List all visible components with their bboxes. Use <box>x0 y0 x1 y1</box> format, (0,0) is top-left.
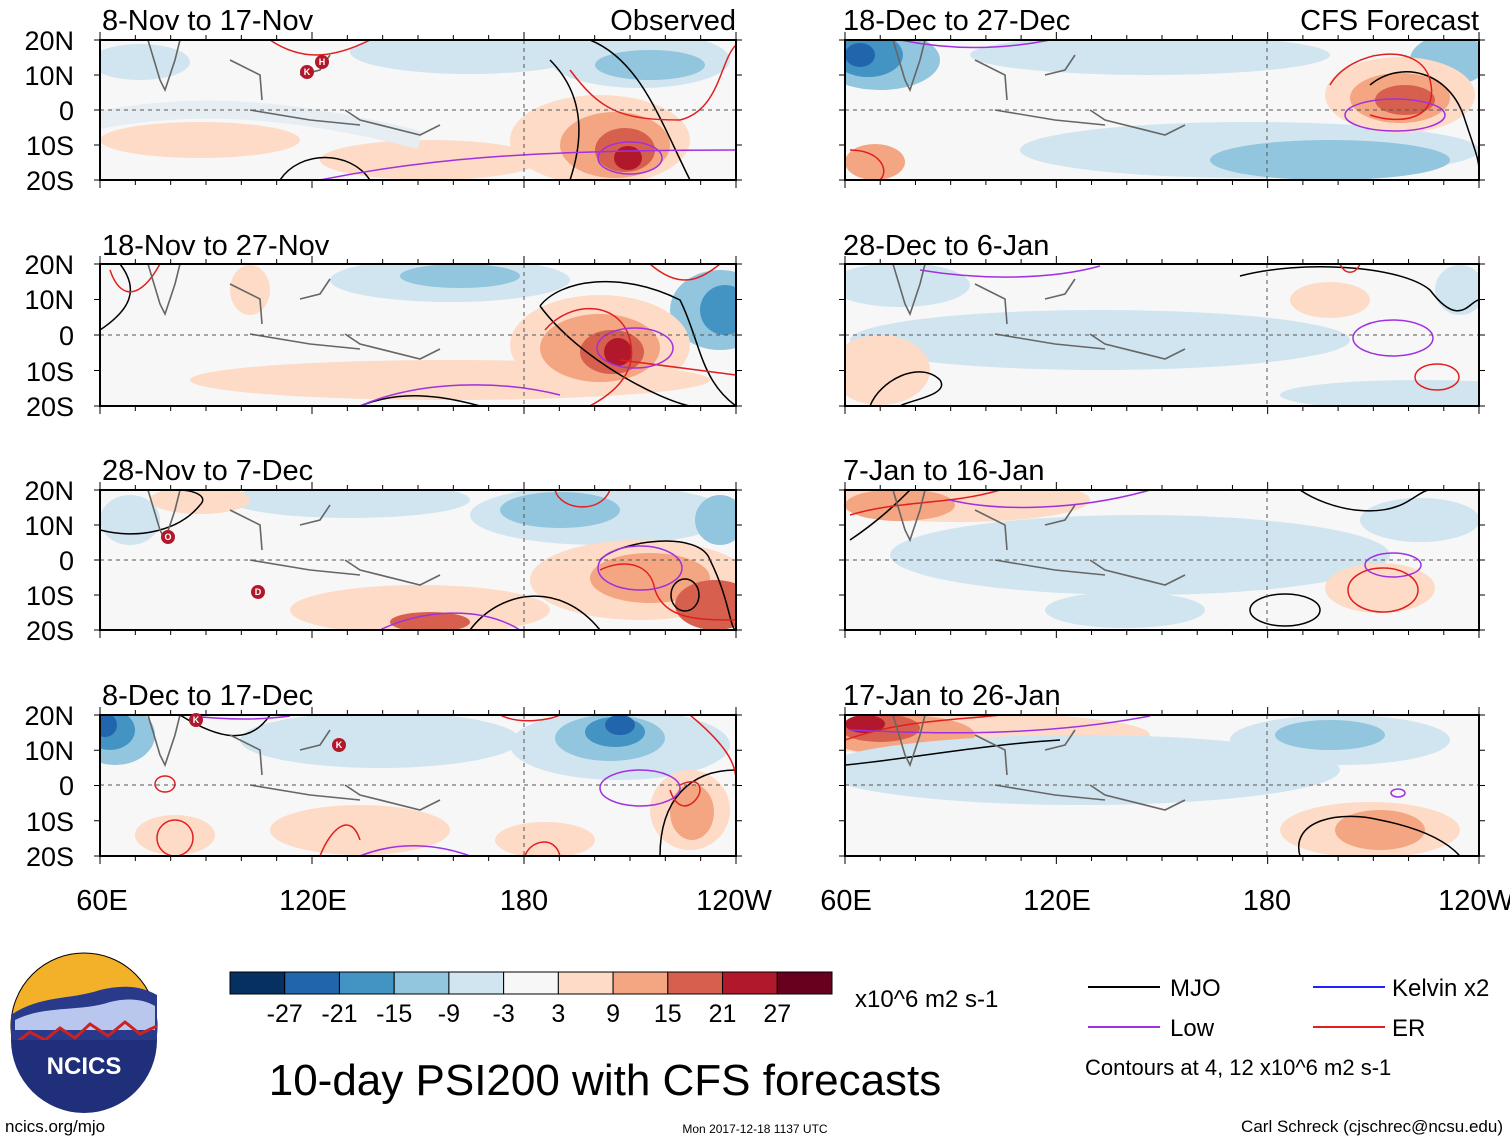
axis-ticks <box>94 32 1485 864</box>
map-panel-1 <box>100 264 736 406</box>
contours-note: Contours at 4, 12 x10^6 m2 s-1 <box>1085 1055 1391 1080</box>
colorbar-swatch <box>722 971 778 995</box>
legend-label-kelvin: Kelvin x2 <box>1392 975 1489 1002</box>
colorbar-tick-label: -3 <box>493 1000 515 1028</box>
colorbar-swatch <box>229 971 286 995</box>
lon-label: 180 <box>500 885 548 917</box>
colorbar-swatch <box>284 971 340 995</box>
colorbar-swatch <box>338 971 395 995</box>
panel-title: 18-Nov to 27-Nov <box>102 230 330 262</box>
panel-title: 8-Nov to 17-Nov <box>102 5 314 37</box>
colorbar-tick-label: 27 <box>763 1000 791 1028</box>
colorbar-swatch <box>393 971 450 995</box>
colorbar-swatch <box>557 971 614 995</box>
colorbar-tick-label: -15 <box>376 1000 412 1028</box>
svg-text:H: H <box>319 57 326 67</box>
lat-label: 20N <box>24 701 74 731</box>
colorbar-swatch <box>503 971 559 995</box>
lat-label: 20N <box>24 250 74 280</box>
legend-label-mjo: MJO <box>1170 975 1221 1002</box>
colorbar-swatch <box>667 971 724 995</box>
panel-title: 28-Dec to 6-Jan <box>843 230 1049 262</box>
svg-text:K: K <box>193 715 200 725</box>
storm-marker: K <box>300 65 314 79</box>
lat-label: 10S <box>26 357 74 387</box>
storm-marker: O <box>161 530 175 544</box>
lon-label: 120E <box>279 885 347 917</box>
lat-label: 0 <box>59 546 74 576</box>
colorbar-tick-label: 21 <box>709 1000 737 1028</box>
colorbar: -27 -21 -15 -9 -3 3 9 15 21 27 <box>229 971 833 1028</box>
legend-label-er: ER <box>1392 1015 1425 1042</box>
legend-label-low: Low <box>1170 1015 1215 1042</box>
lon-label: 120W <box>696 885 772 917</box>
panel-title: 7-Jan to 16-Jan <box>843 455 1045 487</box>
storm-marker: K <box>189 713 203 727</box>
coastlines <box>147 39 1186 811</box>
lat-label: 20S <box>26 842 74 872</box>
lat-label: 10N <box>24 511 74 541</box>
lon-label: 60E <box>820 885 872 917</box>
observed-label: Observed <box>610 5 736 37</box>
main-title: 10-day PSI200 with CFS forecasts <box>269 1056 942 1105</box>
colorbar-swatch <box>776 971 833 995</box>
storm-marker: D <box>251 585 265 599</box>
colorbar-swatch <box>448 971 505 995</box>
svg-text:O: O <box>164 532 171 542</box>
lon-label: 180 <box>1243 885 1291 917</box>
map-panel-2 <box>100 490 736 630</box>
reference-lines <box>100 40 1479 856</box>
lat-label: 10S <box>26 581 74 611</box>
lon-label: 120E <box>1023 885 1091 917</box>
colorbar-tick-label: 15 <box>654 1000 682 1028</box>
colorbar-tick-label: -9 <box>438 1000 460 1028</box>
lat-label: 20N <box>24 476 74 506</box>
lon-label: 60E <box>76 885 128 917</box>
lat-label: 10S <box>26 807 74 837</box>
map-panel-3 <box>100 715 736 856</box>
map-panel-0 <box>100 40 736 180</box>
lat-label: 0 <box>59 96 74 126</box>
forecast-label: CFS Forecast <box>1300 5 1479 37</box>
colorbar-swatch <box>612 971 669 995</box>
logo-text: NCICS <box>47 1053 122 1080</box>
lon-label: 120W <box>1438 885 1510 917</box>
map-panel-5 <box>845 264 1479 406</box>
lat-label: 10S <box>26 131 74 161</box>
colorbar-tick-label: 3 <box>551 1000 565 1028</box>
map-panel-4 <box>845 40 1479 180</box>
legend: MJO Kelvin x2 Low ER Contours at 4, 12 x… <box>1085 975 1489 1080</box>
lat-label: 10N <box>24 61 74 91</box>
colorbar-tick-label: -21 <box>321 1000 357 1028</box>
lat-label: 0 <box>59 771 74 801</box>
lat-label: 20S <box>26 616 74 646</box>
svg-text:K: K <box>304 67 311 77</box>
panel-title: 28-Nov to 7-Dec <box>102 455 313 487</box>
map-panel-6 <box>845 490 1479 630</box>
panel-title: 18-Dec to 27-Dec <box>843 5 1070 37</box>
lat-label: 20S <box>26 166 74 196</box>
lat-label: 10N <box>24 285 74 315</box>
colorbar-tick-label: -27 <box>267 1000 303 1028</box>
svg-text:D: D <box>255 587 262 597</box>
lat-label: 0 <box>59 321 74 351</box>
panel-title: 17-Jan to 26-Jan <box>843 680 1061 712</box>
lat-label: 20N <box>24 26 74 56</box>
colorbar-units: x10^6 m2 s-1 <box>855 986 998 1013</box>
footer-timestamp: Mon 2017-12-18 1137 UTC <box>682 1122 828 1136</box>
footer-url[interactable]: ncics.org/mjo <box>5 1117 105 1136</box>
colorbar-tick-label: 9 <box>606 1000 620 1028</box>
footer-credit: Carl Schreck (cjschrec@ncsu.edu) <box>1241 1117 1503 1136</box>
storm-marker: K <box>332 738 346 752</box>
storm-marker: H <box>315 55 329 69</box>
storm-markers: K H O D K K <box>161 55 346 752</box>
svg-text:K: K <box>336 740 343 750</box>
lat-label: 10N <box>24 736 74 766</box>
panel-title: 8-Dec to 17-Dec <box>102 680 313 712</box>
ncics-logo: NCICS <box>10 952 158 1113</box>
lat-label: 20S <box>26 392 74 422</box>
